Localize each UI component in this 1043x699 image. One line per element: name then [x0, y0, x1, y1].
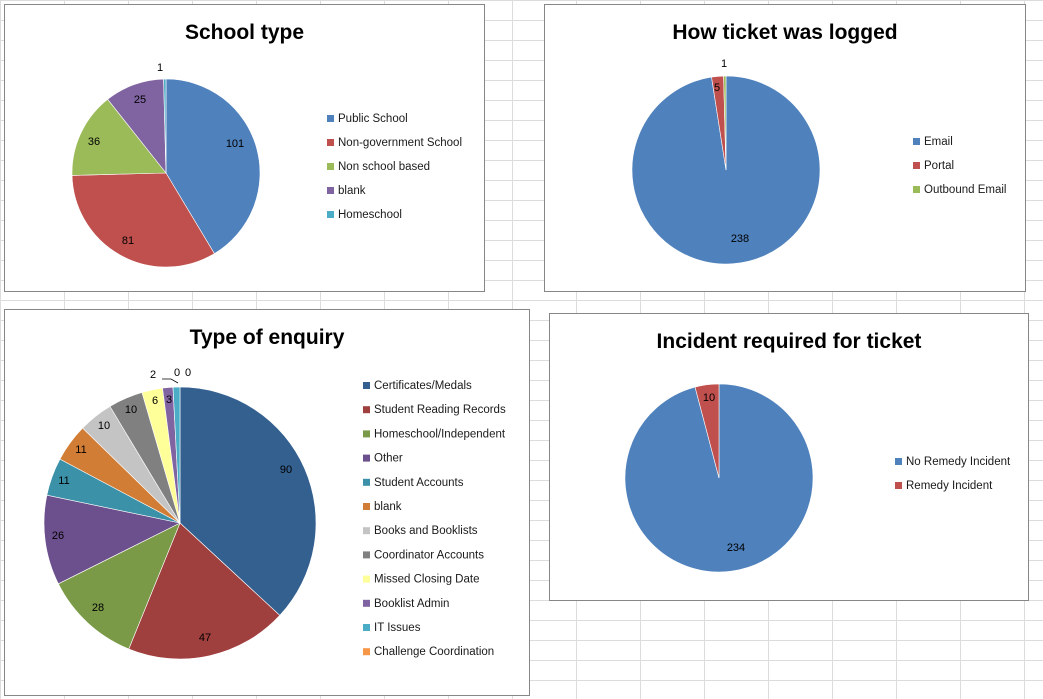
data-label-booklist-admin: 3	[166, 394, 172, 406]
legend-label-blank[interactable]: blank	[374, 501, 402, 513]
data-label-it-issues: 2	[150, 369, 156, 381]
data-label-certificates-medals: 90	[280, 464, 292, 476]
data-label-homeschool-independent: 28	[92, 602, 104, 614]
pie-svg: School type 101 81 36 25 1 Public School Non-go…	[71, 21, 462, 268]
pie-slice-public-school[interactable]	[165, 78, 261, 254]
legend-label-blank[interactable]: blank	[338, 185, 366, 197]
legend-swatch-email	[913, 138, 920, 145]
data-label-non-school-based: 36	[88, 136, 100, 148]
pie-slice-student-reading-records[interactable]	[128, 522, 281, 660]
legend-label-certificates-medals[interactable]: Certificates/Medals	[374, 380, 472, 392]
legend-swatch-no-remedy-incident	[895, 458, 902, 465]
legend-label-public-school[interactable]: Public School	[338, 113, 408, 125]
chart-school-type[interactable]: School type 101 81 36 25 1 Public School Non-go…	[4, 4, 485, 292]
pie-slice-homeschool[interactable]	[163, 78, 167, 174]
legend-label-challenge-coordination[interactable]: Challenge Coordination	[374, 646, 494, 658]
legend-swatch-coordinator-accounts	[363, 551, 370, 559]
legend-label-no-remedy-incident[interactable]: No Remedy Incident	[906, 456, 1011, 468]
data-label-public-school: 101	[226, 138, 244, 150]
legend-label-outbound-email[interactable]: Outbound Email	[924, 184, 1006, 196]
data-label-blank: 11	[75, 444, 86, 456]
legend-swatch-booklist-admin	[363, 599, 370, 607]
legend-swatch-homeschool-independent	[363, 430, 370, 438]
pie-svg: Type of enquiry 90 47 28 26 11 11 10 10 6 3 2 0 0 Cert…	[43, 326, 506, 660]
legend-label-student-accounts[interactable]: Student Accounts	[374, 477, 464, 489]
pie-slice-non-government-school[interactable]	[71, 172, 215, 268]
data-label-challenge-coordination: 0	[174, 367, 180, 379]
legend-label-coordinator-accounts[interactable]: Coordinator Accounts	[374, 549, 484, 561]
legend-swatch-student-accounts	[363, 478, 370, 486]
pie-svg: Incident required for ticket 234 10 No Reme…	[624, 330, 1011, 573]
data-label-outbound-email: 1	[721, 58, 727, 70]
data-label-homeschool: 1	[157, 62, 163, 74]
legend-label-non-school-based[interactable]: Non school based	[338, 161, 430, 173]
legend-swatch-non-government-school	[327, 139, 334, 146]
data-label-portal: 5	[714, 82, 720, 94]
pie-svg: How ticket was logged 238 51 Email Portal Out…	[631, 21, 1006, 265]
pie-slice-it-issues[interactable]	[172, 386, 181, 524]
chart-title: Incident required for ticket	[657, 330, 922, 353]
chart-title: School type	[185, 21, 304, 44]
legend-swatch-missed-closing-date	[363, 575, 370, 583]
legend-swatch-books-and-booklists	[363, 527, 370, 535]
data-label-other: 26	[52, 530, 64, 542]
data-label-non-government-school: 81	[122, 235, 134, 247]
legend-swatch-outbound-email	[913, 186, 920, 193]
data-label-coordinator-accounts: 10	[125, 404, 137, 416]
legend-label-portal[interactable]: Portal	[924, 160, 954, 172]
legend-label-email[interactable]: Email	[924, 136, 953, 148]
pie-slice-other[interactable]	[43, 494, 181, 585]
pie-slice-remedy-incident[interactable]	[694, 383, 720, 479]
legend-label-student-reading-records[interactable]: Student Reading Records	[374, 404, 506, 416]
legend-swatch-blank	[327, 187, 334, 194]
legend-label-it-issues[interactable]: IT Issues	[374, 622, 421, 634]
legend-label-missed-closing-date[interactable]: Missed Closing Date	[374, 574, 479, 586]
chart-title: How ticket was logged	[672, 21, 897, 44]
data-label-student-reading-records: 47	[199, 632, 211, 644]
data-label-no-remedy-incident: 234	[727, 542, 745, 554]
pie-slice-outbound-email[interactable]	[723, 75, 727, 171]
legend-label-other[interactable]: Other	[374, 453, 403, 465]
data-label-blank: 25	[134, 94, 146, 106]
chart-type-of-enquiry[interactable]: Type of enquiry 90 47 28 26 11 11 10 10 6 3 2 0 0 Cert…	[4, 309, 530, 696]
pie-slice-homeschool-independent[interactable]	[57, 522, 181, 650]
legend-label-booklist-admin[interactable]: Booklist Admin	[374, 598, 449, 610]
pie-slice-certificates-medals[interactable]	[179, 386, 317, 616]
legend-swatch-certificates-medals	[363, 382, 370, 389]
legend-swatch-student-reading-records	[363, 406, 370, 414]
data-label-email: 238	[731, 233, 749, 245]
data-label-remedy-incident: 10	[703, 392, 715, 404]
data-label-books-and-booklists: 10	[98, 420, 110, 432]
leader-line	[162, 378, 179, 384]
legend-swatch-challenge-coordination	[363, 648, 370, 656]
legend-swatch-portal	[913, 162, 920, 169]
legend-swatch-public-school	[327, 115, 334, 122]
legend-label-non-government-school[interactable]: Non-government School	[338, 137, 462, 149]
chart-how-ticket-logged[interactable]: How ticket was logged 238 5 1 Email Portal Out…	[544, 4, 1026, 292]
data-label-zero-extra: 0	[185, 367, 191, 379]
legend-swatch-blank	[363, 503, 370, 510]
chart-incident-required[interactable]: Incident required for ticket 234 10 No Reme…	[549, 313, 1029, 601]
legend-swatch-non-school-based	[327, 163, 334, 170]
legend-swatch-remedy-incident	[895, 482, 902, 489]
chart-title: Type of enquiry	[190, 326, 345, 349]
legend-label-homeschool-independent[interactable]: Homeschool/Independent	[374, 428, 506, 440]
legend-swatch-homeschool	[327, 211, 334, 218]
data-label-missed-closing-date: 6	[152, 395, 158, 407]
legend-swatch-other	[363, 454, 370, 462]
legend-swatch-it-issues	[363, 624, 370, 631]
data-label-student-accounts: 11	[58, 475, 69, 487]
legend-label-books-and-booklists[interactable]: Books and Booklists	[374, 525, 478, 537]
legend-label-remedy-incident[interactable]: Remedy Incident	[906, 480, 993, 492]
legend-label-homeschool[interactable]: Homeschool	[338, 209, 402, 221]
pie-slice-non-school-based[interactable]	[71, 98, 167, 176]
